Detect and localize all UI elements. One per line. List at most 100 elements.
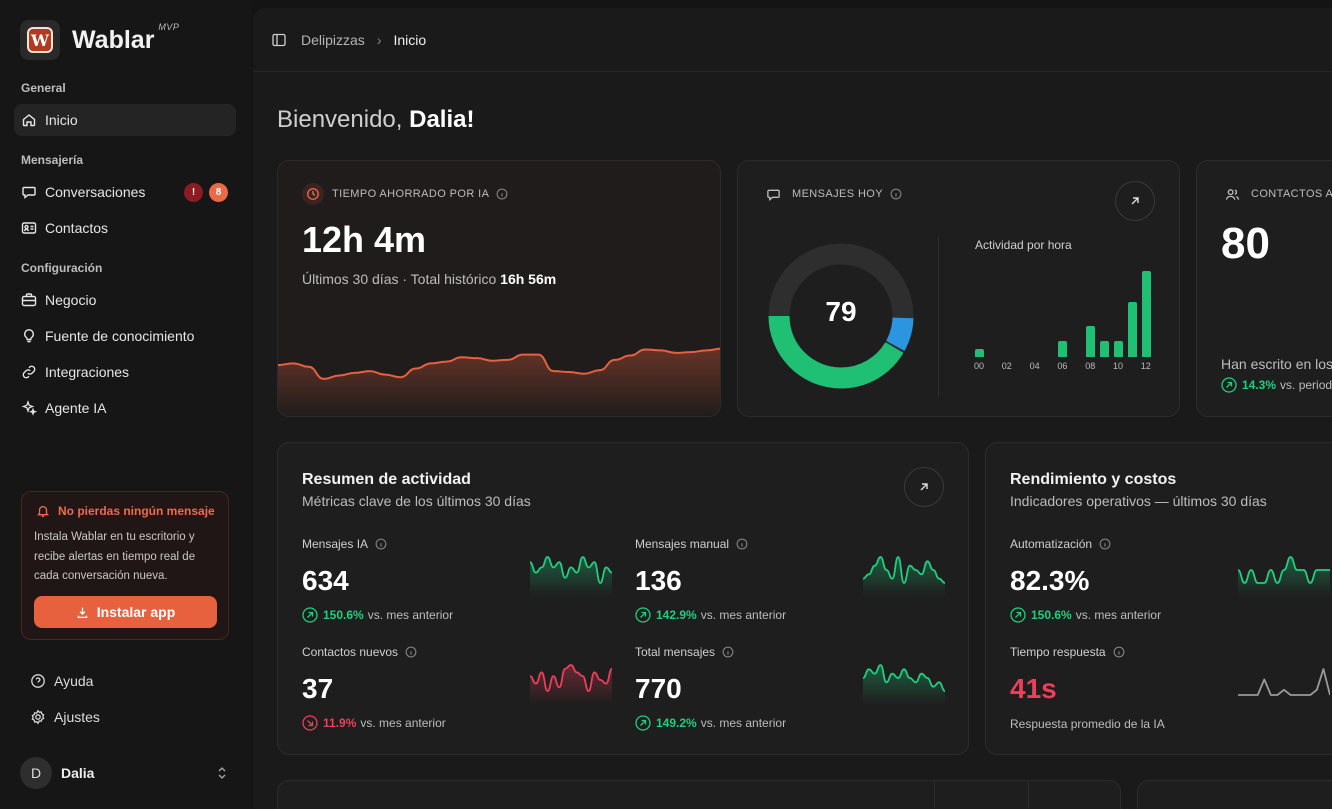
card-title: Rendimiento y costos: [1010, 471, 1177, 488]
open-activity-button[interactable]: [904, 467, 944, 507]
sparkline-line: [1238, 556, 1330, 584]
sparkline-area: [530, 665, 612, 705]
info-icon[interactable]: [890, 188, 902, 200]
open-messages-button[interactable]: [1115, 181, 1155, 221]
metric-sparkline: [530, 556, 612, 597]
time-saved-sub: Últimos 30 días · Total histórico 16h 56…: [302, 271, 557, 287]
sidebar-item-label: Negocio: [45, 292, 97, 308]
hour-bar: [1100, 341, 1110, 357]
sidebar-item-agente-ia[interactable]: Agente IA: [14, 392, 236, 424]
sidebar: W Wablar MVP General Inicio Mensajería C…: [0, 0, 252, 809]
main-content: Delipizzas › Inicio Bienvenido, Dalia! T…: [253, 8, 1332, 809]
info-icon[interactable]: [1099, 538, 1111, 550]
automation-value: 82.3%: [1010, 565, 1090, 596]
sparkline-line: [1238, 668, 1330, 696]
metric-sparkline: [863, 664, 945, 705]
sparkline-line: [530, 556, 612, 584]
info-icon[interactable]: [405, 646, 417, 658]
sidebar-item-fuente-conocimiento[interactable]: Fuente de conocimiento: [14, 320, 236, 352]
info-icon[interactable]: [722, 646, 734, 658]
users-icon: [1221, 183, 1243, 205]
sidebar-item-conversaciones[interactable]: Conversaciones ! 8: [14, 176, 236, 208]
metric-value: 634: [302, 565, 349, 596]
sidebar-item-negocio[interactable]: Negocio: [14, 284, 236, 316]
unread-count-badge: 8: [209, 183, 228, 202]
chat-icon: [762, 183, 784, 205]
section-label-configuracion: Configuración: [21, 261, 103, 275]
home-icon: [21, 112, 37, 128]
activity-summary-card: Resumen de actividad Métricas clave de l…: [277, 442, 969, 755]
install-app-button[interactable]: Instalar app: [34, 596, 217, 628]
help-link[interactable]: Ayuda: [22, 666, 232, 696]
page-title: Bienvenido, Dalia!: [277, 106, 475, 133]
info-icon[interactable]: [496, 188, 508, 200]
avatar: D: [20, 757, 52, 789]
sidebar-toggle-icon[interactable]: [271, 32, 287, 48]
sparkline-line: [863, 664, 945, 692]
bell-icon: [36, 505, 50, 517]
install-promo: No pierdas ningún mensaje Instala Wablar…: [21, 491, 229, 640]
sparkline-area: [863, 665, 945, 705]
metric-label: Total mensajes: [635, 645, 734, 659]
card-header: CONTACTOS A: [1221, 183, 1332, 205]
hour-tick-label: 08: [1085, 361, 1096, 371]
clock-icon: [302, 183, 324, 205]
sidebar-item-inicio[interactable]: Inicio: [14, 104, 236, 136]
hour-bar: [975, 349, 984, 357]
hourly-chart-title: Actividad por hora: [975, 238, 1072, 252]
messages-today-card: MENSAJES HOY 79 Actividad por hora 00 02 0…: [737, 160, 1180, 417]
card-subtitle: Indicadores operativos — últimos 30 días: [1010, 493, 1267, 509]
lightbulb-icon: [21, 328, 37, 344]
help-icon: [30, 673, 46, 689]
sparkline-line: [863, 556, 945, 584]
section-label-mensajeria: Mensajería: [21, 153, 84, 167]
info-icon[interactable]: [1113, 646, 1125, 658]
chevron-right-icon: ›: [376, 31, 382, 48]
metric-value: 770: [635, 673, 682, 704]
response-time-note: Respuesta promedio de la IA: [1010, 717, 1165, 731]
chevron-updown-icon: [218, 767, 226, 779]
metric-label: Tiempo respuesta: [1010, 645, 1125, 659]
sidebar-item-label: Fuente de conocimiento: [45, 328, 195, 344]
sparkles-icon: [21, 400, 37, 416]
download-icon: [77, 607, 87, 618]
alert-badge: !: [184, 183, 203, 202]
bottom-card-left: [277, 780, 1121, 809]
brand[interactable]: W Wablar MVP: [20, 20, 179, 60]
sidebar-item-integraciones[interactable]: Integraciones: [14, 356, 236, 388]
trend-up-icon: [1221, 377, 1237, 393]
trend-area: [278, 348, 720, 416]
hour-bar: [1141, 271, 1151, 357]
metric-delta: 149.2% vs. mes anterior: [635, 715, 786, 731]
sidebar-item-contactos[interactable]: Contactos: [14, 212, 236, 244]
bottom-card-right: [1137, 780, 1332, 809]
gear-icon: [30, 709, 46, 725]
sidebar-item-label: Agente IA: [45, 400, 107, 416]
settings-link[interactable]: Ajustes: [22, 702, 232, 732]
metric-sparkline: [863, 556, 945, 597]
metric-value: 136: [635, 565, 682, 596]
briefcase-icon: [21, 292, 37, 308]
hour-tick-label: 10: [1113, 361, 1124, 371]
arrow-up-right-icon: [920, 483, 928, 491]
promo-title: No pierdas ningún mensaje: [36, 504, 216, 518]
sidebar-item-label: Integraciones: [45, 364, 130, 380]
sparkline-area: [863, 557, 945, 597]
metric-delta: 142.9% vs. mes anterior: [635, 607, 786, 623]
trend-up-icon: [1010, 607, 1026, 623]
metric-label: Mensajes IA: [302, 537, 387, 551]
sidebar-item-label: Inicio: [45, 112, 78, 128]
messages-donut-chart: [768, 243, 914, 389]
breadcrumb-parent[interactable]: Delipizzas: [301, 31, 365, 48]
user-menu[interactable]: D Dalia: [20, 756, 232, 790]
hour-tick-label: 00: [974, 361, 985, 371]
sidebar-item-label: Contactos: [45, 220, 109, 236]
time-saved-trend-chart: [278, 347, 720, 416]
info-icon[interactable]: [736, 538, 748, 550]
link-icon: [21, 364, 37, 380]
section-label-general: General: [21, 81, 66, 95]
metric-delta: 150.6% vs. mes anterior: [302, 607, 453, 623]
time-saved-value: 12h 4m: [302, 219, 427, 260]
info-icon[interactable]: [375, 538, 387, 550]
response-time-value: 41s: [1010, 673, 1057, 704]
